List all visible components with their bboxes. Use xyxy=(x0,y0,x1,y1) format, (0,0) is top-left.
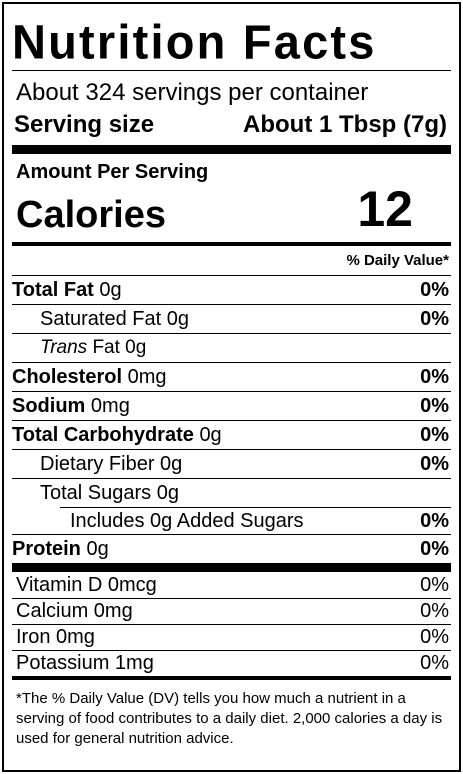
nutrient-label: Total Carbohydrate xyxy=(12,423,194,446)
nutrient-amount: 0g xyxy=(199,423,222,446)
nutrient-dv: 0% xyxy=(420,365,449,388)
nutrient-dv: 0% xyxy=(420,537,449,560)
calories-label: Calories xyxy=(16,194,166,236)
serving-size-row: Serving size About 1 Tbsp (7g) xyxy=(12,105,451,145)
nutrient-row-saturated-fat: Saturated Fat 0g 0% xyxy=(12,304,451,333)
vitamin-dv: 0% xyxy=(420,600,449,622)
divider xyxy=(12,70,451,71)
nutrient-amount: 0mg xyxy=(127,365,167,388)
nutrient-dv: 0% xyxy=(420,394,449,417)
vitamins-list: Vitamin D 0mcg 0% Calcium 0mg 0% Iron 0m… xyxy=(12,572,451,676)
nutrient-amount: 0g xyxy=(99,278,122,301)
nutrient-label: Protein xyxy=(12,537,81,560)
divider-medium xyxy=(12,242,451,246)
amount-per-serving: Amount Per Serving xyxy=(16,161,209,183)
calories-row: Calories 12 xyxy=(12,182,451,242)
nutrient-label-italic: Trans xyxy=(40,337,88,358)
vitamin-row: Calcium 0mg 0% xyxy=(12,598,451,624)
serving-size-value: About 1 Tbsp (7g) xyxy=(243,111,447,138)
nutrient-label: Saturated Fat 0g xyxy=(40,307,189,330)
vitamin-row: Vitamin D 0mcg 0% xyxy=(12,572,451,598)
nutrient-label: Dietary Fiber 0g xyxy=(40,452,183,475)
nutrient-dv: 0% xyxy=(420,307,449,330)
nutrient-row-total-fat: Total Fat 0g 0% xyxy=(12,275,451,304)
divider-thick xyxy=(12,145,451,154)
nutrient-label: Total Sugars 0g xyxy=(40,481,179,504)
vitamin-dv: 0% xyxy=(420,573,449,596)
nutrient-row-added-sugars: Includes 0g Added Sugars 0% xyxy=(60,508,451,534)
daily-value-header: % Daily Value* xyxy=(346,252,449,269)
nutrient-row-cholesterol: Cholesterol 0mg 0% xyxy=(12,362,451,391)
nutrient-row-total-carbohydrate: Total Carbohydrate 0g 0% xyxy=(12,420,451,449)
nutrient-row-total-sugars: Total Sugars 0g xyxy=(12,478,451,507)
vitamin-label: Iron 0mg xyxy=(16,626,95,648)
nutrient-row-protein: Protein 0g 0% xyxy=(12,534,451,563)
nutrient-label: Fat 0g xyxy=(87,337,147,358)
vitamin-label: Calcium 0mg xyxy=(16,600,133,622)
nutrient-dv: 0% xyxy=(420,509,449,532)
vitamin-dv: 0% xyxy=(420,652,449,674)
nutrient-label: Includes 0g Added Sugars xyxy=(70,509,304,532)
added-sugars-wrap: Includes 0g Added Sugars 0% xyxy=(60,507,451,534)
label-title: Nutrition Facts xyxy=(12,14,377,69)
calories-value: 12 xyxy=(357,181,413,237)
vitamin-label: Potassium 1mg xyxy=(16,652,154,674)
nutrient-label: Total Fat xyxy=(12,278,94,301)
serving-size-label: Serving size xyxy=(14,111,155,138)
nutrient-row-dietary-fiber: Dietary Fiber 0g 0% xyxy=(12,449,451,478)
nutrient-row-sodium: Sodium 0mg 0% xyxy=(12,391,451,420)
nutrient-dv: 0% xyxy=(420,423,449,446)
daily-value-footnote: *The % Daily Value (DV) tells you how mu… xyxy=(16,690,443,747)
divider-thick xyxy=(12,563,451,572)
nutrient-dv: 0% xyxy=(420,452,449,475)
nutrient-amount: 0g xyxy=(86,537,109,560)
servings-per-container: About 324 servings per container xyxy=(16,79,369,106)
nutrient-row-trans-fat: Trans Fat 0g xyxy=(12,333,451,362)
vitamin-row: Potassium 1mg 0% xyxy=(12,650,451,676)
vitamin-label: Vitamin D 0mcg xyxy=(16,573,157,596)
nutrient-label: Sodium xyxy=(12,394,86,417)
vitamin-row: Iron 0mg 0% xyxy=(12,624,451,650)
nutrient-amount: 0mg xyxy=(90,394,130,417)
vitamin-dv: 0% xyxy=(420,626,449,648)
nutrient-label: Cholesterol xyxy=(12,365,123,388)
divider-medium xyxy=(12,676,451,680)
nutrient-dv: 0% xyxy=(420,278,449,301)
